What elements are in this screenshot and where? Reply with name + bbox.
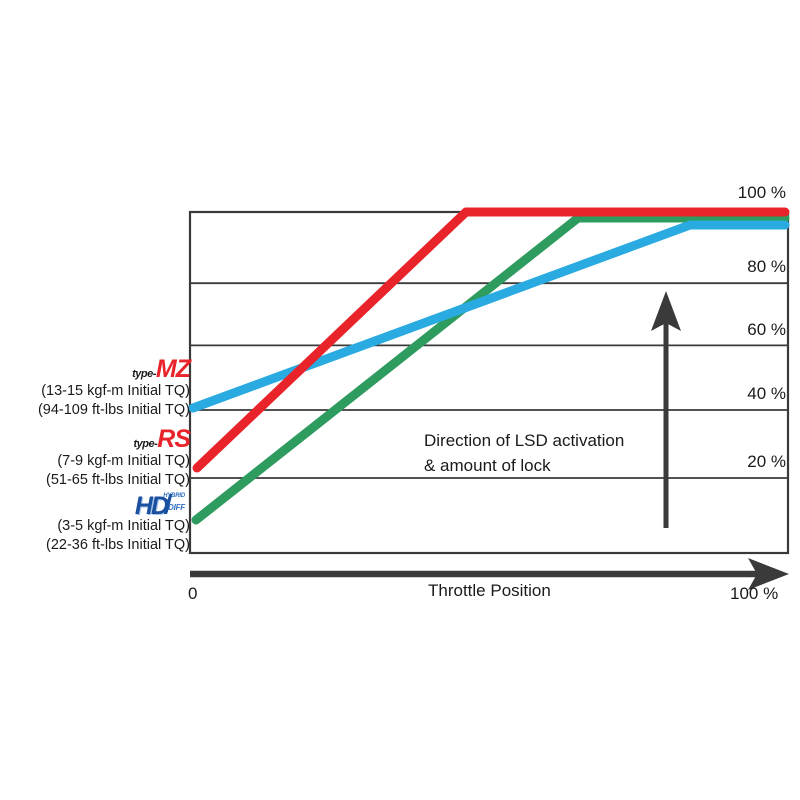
legend-rs-spec-metric: (7-9 kgf-m Initial TQ) bbox=[57, 453, 190, 469]
legend-rs-spec-imperial: (51-65 ft-lbs Initial TQ) bbox=[46, 472, 190, 489]
y-tick-label-20: 20 % bbox=[747, 452, 786, 471]
y-tick-label-80: 80 % bbox=[747, 257, 786, 276]
legend-mz-spec-imperial: (94-109 ft-lbs Initial TQ) bbox=[37, 402, 190, 419]
series-line-rs bbox=[192, 207, 790, 473]
x-axis-title: Throttle Position bbox=[428, 581, 551, 600]
legend-logo-hd-sub-bot: DIFF bbox=[168, 503, 185, 512]
y-tick-label-100: 100 % bbox=[737, 183, 786, 202]
x-axis-end-label: 100 % bbox=[730, 584, 779, 603]
plot-frame bbox=[188, 210, 790, 555]
legend-item-mz: type-MZ (13-15 kgf-m Initial TQ) (94-109… bbox=[0, 355, 191, 420]
series-line-mz bbox=[188, 220, 790, 413]
x-axis-start-label: 0 bbox=[188, 584, 198, 603]
legend-hd-spec-metric: (3-5 kgf-m Initial TQ) bbox=[57, 518, 190, 534]
legend-item-rs: type-RS (7-9 kgf-m Initial TQ) (51-65 ft… bbox=[0, 425, 191, 490]
activation-annotation-line2: & amount of lock bbox=[424, 455, 551, 475]
activation-annotation-line1: Direction of LSD activation bbox=[424, 431, 625, 450]
legend-logo-rs-model: RS bbox=[157, 425, 191, 453]
direction-arrow-icon bbox=[651, 291, 681, 528]
y-tick-label-40: 40 % bbox=[747, 384, 786, 403]
legend-logo-mz-prefix: type- bbox=[132, 368, 156, 380]
activation-annotation: Direction of LSD activation & amount of … bbox=[424, 429, 624, 478]
legend-logo-rs-prefix: type- bbox=[133, 438, 158, 450]
legend-logo-hd-sub-top: HYBRID bbox=[163, 493, 185, 499]
legend-hd-spec-imperial: (22-36 ft-lbs Initial TQ) bbox=[46, 537, 190, 554]
legend-item-hd: HD HYBRID DIFF (3-5 kgf-m Initial TQ) (2… bbox=[0, 491, 190, 555]
hd-logo-slash-icon bbox=[163, 494, 173, 514]
legend-logo-rs: type-RS bbox=[0, 425, 191, 453]
y-tick-label-60: 60 % bbox=[747, 320, 786, 339]
x-axis-arrow-icon bbox=[190, 558, 789, 590]
hd-logo-icon: HD HYBRID DIFF bbox=[101, 491, 185, 520]
legend-logo-hd: HD HYBRID DIFF bbox=[0, 491, 190, 520]
legend-logo-mz: type-MZ bbox=[0, 355, 191, 383]
legend-mz-spec-metric: (13-15 kgf-m Initial TQ) bbox=[41, 383, 190, 399]
legend-logo-mz-model: MZ bbox=[155, 355, 191, 383]
series-line-hd bbox=[191, 213, 790, 525]
